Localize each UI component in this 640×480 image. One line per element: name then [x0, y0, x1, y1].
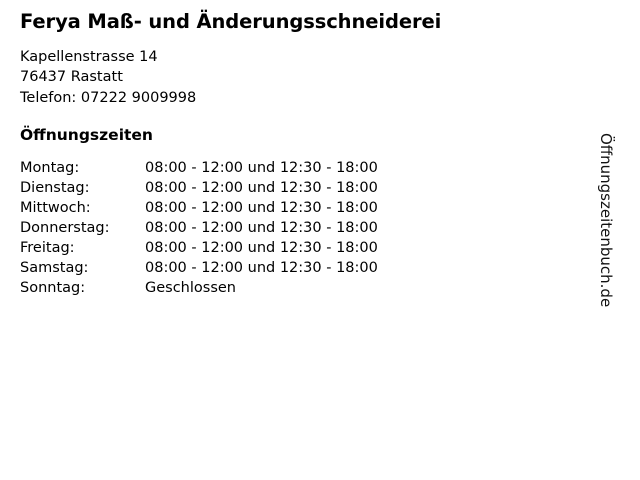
day-hours: 08:00 - 12:00 und 12:30 - 18:00	[145, 239, 378, 256]
table-row: Samstag: 08:00 - 12:00 und 12:30 - 18:00	[20, 258, 378, 278]
table-row: Montag: 08:00 - 12:00 und 12:30 - 18:00	[20, 158, 378, 178]
address-street: Kapellenstrasse 14	[20, 48, 158, 65]
watermark-label: Öffnungszeitenbuch.de	[597, 133, 615, 308]
day-hours: 08:00 - 12:00 und 12:30 - 18:00	[145, 219, 378, 236]
business-info-block: Ferya Maß- und Änderungsschneiderei Kape…	[20, 0, 580, 298]
day-hours: 08:00 - 12:00 und 12:30 - 18:00	[145, 159, 378, 176]
day-label: Freitag:	[20, 239, 75, 256]
address-phone: Telefon: 07222 9009998	[20, 89, 197, 106]
day-hours: 08:00 - 12:00 und 12:30 - 18:00	[145, 179, 378, 196]
table-row: Mittwoch: 08:00 - 12:00 und 12:30 - 18:0…	[20, 198, 378, 218]
table-row: Dienstag: 08:00 - 12:00 und 12:30 - 18:0…	[20, 178, 378, 198]
day-label: Samstag:	[20, 259, 89, 276]
opening-hours-heading: Öffnungszeiten	[20, 126, 153, 144]
page-title: Ferya Maß- und Änderungsschneiderei	[20, 10, 442, 33]
day-hours: Geschlossen	[145, 279, 236, 296]
day-label: Mittwoch:	[20, 199, 91, 216]
day-hours: 08:00 - 12:00 und 12:30 - 18:00	[145, 199, 378, 216]
day-label: Donnerstag:	[20, 219, 110, 236]
day-label: Sonntag:	[20, 279, 86, 296]
table-row: Donnerstag: 08:00 - 12:00 und 12:30 - 18…	[20, 218, 378, 238]
day-hours: 08:00 - 12:00 und 12:30 - 18:00	[145, 259, 378, 276]
table-row: Sonntag: Geschlossen	[20, 278, 378, 298]
address-city: 76437 Rastatt	[20, 69, 123, 85]
address-block: Kapellenstrasse 14 76437 Rastatt Telefon…	[20, 47, 580, 109]
day-label: Dienstag:	[20, 179, 90, 196]
day-label: Montag:	[20, 159, 80, 176]
opening-hours-table: Montag: 08:00 - 12:00 und 12:30 - 18:00 …	[20, 158, 378, 298]
table-row: Freitag: 08:00 - 12:00 und 12:30 - 18:00	[20, 238, 378, 258]
